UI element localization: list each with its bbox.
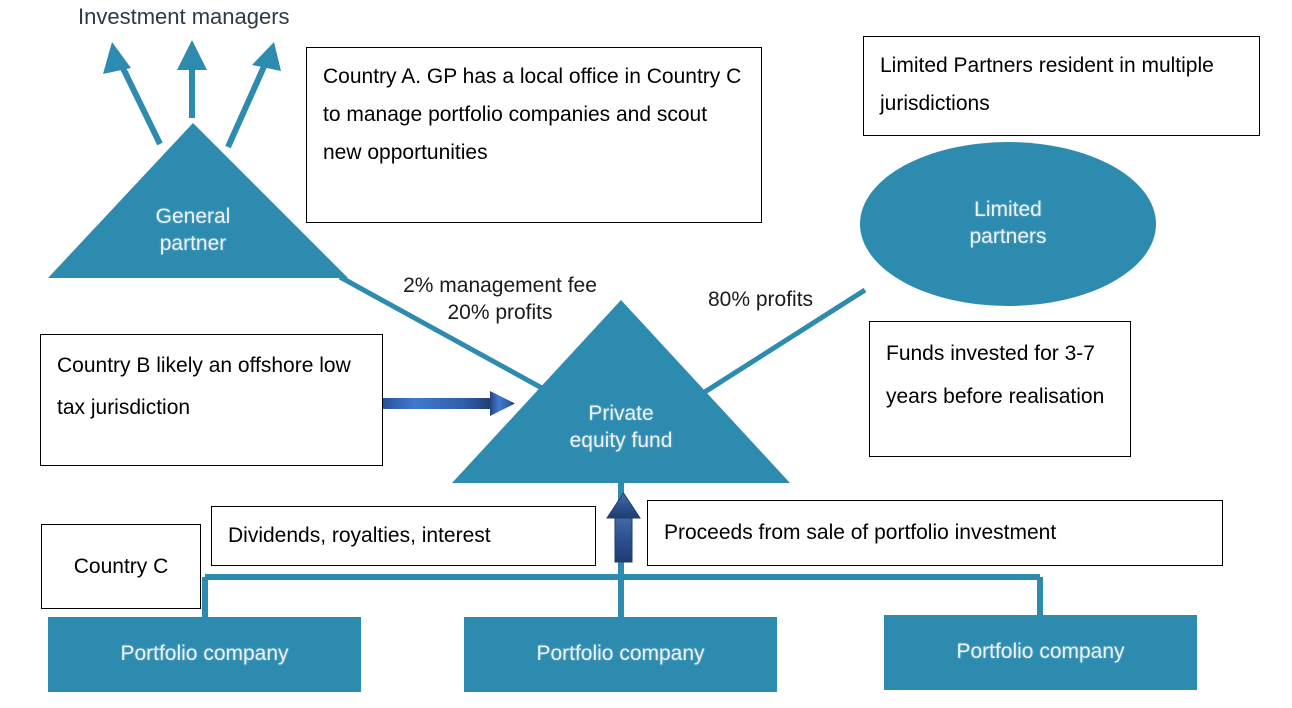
callout-country-c: Country C [41,524,201,609]
up-arrow-icon-proceeds [606,492,641,563]
edge-label-gp-to-fund: 2% management fee 20% profits [403,274,597,324]
callout-country-b: Country B likely an offshore low tax jur… [40,334,383,466]
private-equity-fund-triangle[interactable] [452,300,790,483]
up-arrow-icon-left [103,42,163,146]
callout-country-a: Country A. GP has a local office in Coun… [306,47,762,223]
right-arrow-icon-country-b [371,391,515,416]
portfolio-company-box-1[interactable] [48,617,361,692]
callout-funds-invested: Funds invested for 3-7 years before real… [869,321,1131,457]
callout-dividends: Dividends, royalties, interest [211,506,596,566]
connector-lp-to-fund [698,287,867,398]
page-title: Investment managers [78,4,290,29]
callout-proceeds: Proceeds from sale of portfolio investme… [647,500,1223,566]
up-arrow-icon-right [225,42,281,149]
general-partner-triangle[interactable] [48,123,348,278]
portfolio-company-box-2[interactable] [464,617,777,692]
callout-limited-partners: Limited Partners resident in multiple ju… [863,36,1260,136]
edge-label-lp-to-fund: 80% profits [708,288,814,311]
investment-manager-arrows [103,40,281,149]
up-arrow-icon-center [177,40,207,118]
limited-partners-ellipse[interactable] [860,142,1156,306]
portfolio-company-box-3[interactable] [884,615,1197,690]
connector-gp-to-fund [338,274,562,401]
